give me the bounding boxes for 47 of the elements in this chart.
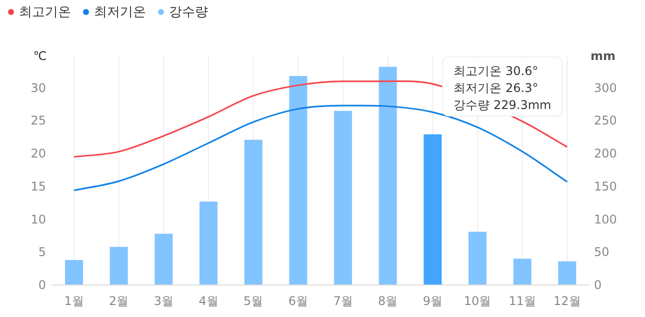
y-tick-label: 0 (38, 278, 46, 292)
bar (289, 76, 308, 285)
bar (513, 258, 532, 285)
legend-label: 최고기온 (19, 5, 71, 20)
x-tick-label: 1월 (64, 294, 84, 308)
y-tick-label: 30 (30, 80, 46, 95)
bar (110, 246, 128, 285)
x-tick-label: 8월 (378, 294, 398, 308)
y2-tick-label: 200 (594, 146, 617, 161)
x-tick-label: 9월 (422, 294, 443, 308)
y-tick-label: 10 (30, 212, 46, 226)
annotation: 최고기온 30.6° (454, 64, 538, 78)
legend-label: 최저기온 (94, 5, 146, 20)
y2-tick-label: 50 (594, 245, 610, 260)
y-axis-title: ℃ (33, 49, 47, 63)
x-tick-label: 7월 (333, 294, 353, 308)
y2-tick-label: 300 (594, 80, 617, 95)
x-tick-label: 12월 (554, 294, 581, 308)
bar (200, 202, 218, 285)
x-tick-label: 11월 (508, 294, 536, 308)
y-tick-label: 5 (38, 245, 46, 260)
x-tick-label: 6월 (288, 294, 308, 308)
y-tick-label: 25 (30, 114, 46, 128)
tooltip: 최고기온 30.6° 최저기온 26.3° 강수량 229.3mm (442, 56, 563, 116)
annotation: 강수량 229.3mm (454, 98, 552, 112)
annotation: 최저기온 26.3° (454, 81, 538, 95)
bar (378, 66, 397, 285)
bar (65, 260, 84, 285)
y2-tick-label: 150 (594, 179, 617, 194)
y-tick-label: 15 (30, 179, 46, 194)
bar (154, 234, 173, 285)
bar (334, 110, 352, 285)
x-tick-label: 2월 (109, 294, 129, 308)
legend-label: 강수량 (169, 5, 208, 20)
y2-axis-title: mm (590, 49, 616, 63)
bar (468, 232, 487, 285)
x-tick-label: 3월 (154, 294, 174, 308)
x-tick-label: 10월 (464, 294, 492, 308)
y2-tick-label: 0 (594, 278, 602, 292)
y-tick-label: 20 (30, 146, 46, 161)
x-tick-label: 4월 (198, 294, 218, 308)
bar (424, 134, 442, 285)
y2-tick-label: 100 (594, 212, 617, 226)
y2-tick-label: 250 (594, 114, 617, 128)
bar (558, 261, 576, 285)
x-tick-label: 5월 (244, 294, 264, 308)
bar (244, 140, 262, 285)
